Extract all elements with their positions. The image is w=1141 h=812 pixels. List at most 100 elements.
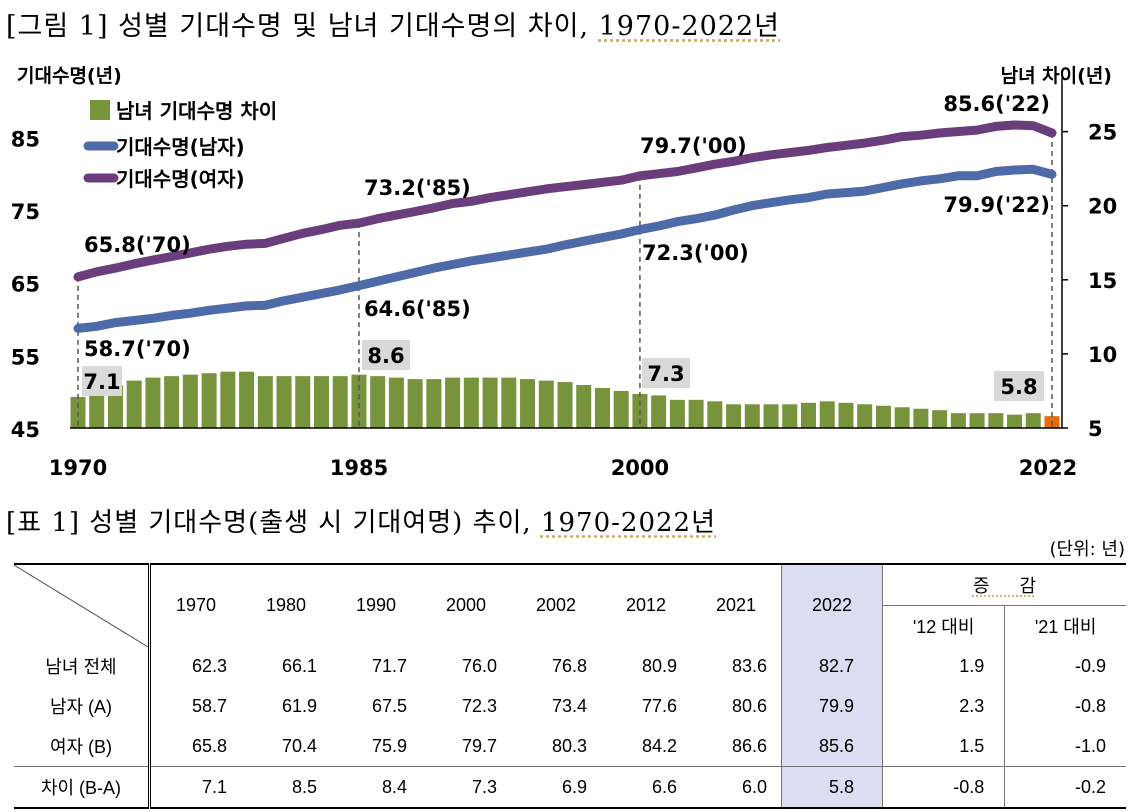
- table-row: 차이 (B-A) 7.1 8.5 8.4 7.3 6.9 6.6 6.0 5.8 -0.8 -0.2: [14, 766, 1126, 808]
- table-cell: 6.0: [691, 766, 782, 808]
- gap-label-1985-box: [362, 340, 410, 370]
- gap-bar: [913, 408, 929, 428]
- year-header: 1990: [355, 595, 397, 615]
- gap-bar: [388, 377, 404, 428]
- gap-bar: [576, 385, 592, 428]
- female-label-1985: 73.2('85): [364, 176, 471, 200]
- table-cell: 7.1: [149, 766, 241, 808]
- gap-bar: [594, 387, 610, 428]
- figure-title-years: 1970-2022년: [598, 11, 780, 42]
- male-label-1985: 64.6('85): [364, 297, 471, 321]
- figure-title: [그림 1] 성별 기대수명 및 남녀 기대수명의 차이, 1970-2022년: [6, 4, 780, 43]
- male-label-2000: 72.3('00): [642, 241, 749, 265]
- row-label: 차이 (B-A): [14, 766, 151, 808]
- change-cell: 2.3: [882, 686, 1006, 726]
- table-row: 남자 (A) 58.7 61.9 67.5 72.3 73.4 77.6 80.6 79.9 2.…: [14, 686, 1126, 726]
- gap-bar: [145, 377, 161, 428]
- gap-bar: [520, 379, 536, 428]
- gap-bar: [538, 380, 554, 428]
- gap-bar: [501, 377, 517, 428]
- gap-bar: [314, 376, 329, 428]
- table-cell: 58.7: [191, 695, 227, 716]
- gap-bar: [894, 407, 910, 428]
- table-row: 남녀 전체 62.3 66.1 71.7 76.0 76.8 80.9 83.6 82.7 1.9…: [14, 646, 1126, 686]
- gap-bar: [613, 390, 629, 428]
- table-cell: 8.4: [331, 766, 421, 808]
- gap-bar: [932, 410, 948, 428]
- y2-tick-label: 5: [1088, 417, 1103, 441]
- table-cell: 79.7: [461, 735, 497, 756]
- table-cell: 5.8: [781, 766, 883, 808]
- figure-title-text: [그림 1] 성별 기대수명 및 남녀 기대수명의 차이,: [6, 11, 599, 42]
- y-tick-label: 65: [11, 273, 40, 297]
- gap-bar: [1007, 414, 1023, 428]
- year-header: 2012: [625, 595, 667, 615]
- legend-swatch-gap: [90, 100, 110, 120]
- female-label-2022: 85.6('22): [943, 92, 1050, 116]
- life-expectancy-chart: 45 55 65 75 85 5 10 15 20 25 1970 1985 2000 2022 기대수명(…: [11, 65, 1117, 480]
- gap-bar: [351, 374, 367, 428]
- table-cell: 84.2: [641, 735, 677, 756]
- gap-bar: [651, 395, 667, 428]
- x-tick-label: 1985: [330, 456, 388, 480]
- year-header: 2021: [715, 595, 757, 615]
- gap-bar: [557, 382, 573, 428]
- table-cell: 80.6: [731, 695, 767, 716]
- year-header: 1970: [175, 595, 217, 615]
- table-cell: 76.8: [551, 655, 587, 676]
- table-title-text: [표 1] 성별 기대수명(출생 시 기대여명) 추이,: [6, 508, 541, 538]
- gap-bar: [669, 399, 685, 428]
- gap-bar: [838, 402, 854, 428]
- gap-label-1970: 7.1: [83, 370, 120, 394]
- gap-bar: [164, 376, 180, 428]
- male-label-1970: 58.7('70): [84, 337, 191, 361]
- gap-bar: [801, 402, 816, 428]
- y-axis-title: 기대수명(년): [17, 65, 122, 87]
- year-header-highlight: 2022: [781, 564, 883, 646]
- gap-bar: [257, 376, 273, 428]
- table-cell: 66.1: [281, 655, 317, 676]
- change-cell: -0.8: [1074, 695, 1106, 716]
- table-unit: (단위: 년): [1049, 539, 1125, 560]
- gap-bar: [426, 379, 442, 428]
- change-cell: 1.9: [882, 646, 1006, 686]
- row-label: 남녀 전체: [14, 646, 151, 686]
- table-cell: 82.7: [781, 646, 883, 686]
- change-header-text: 증 감: [972, 576, 1037, 596]
- table-cell: 86.6: [731, 735, 767, 756]
- gap-bar: [89, 386, 105, 428]
- male-label-2022: 79.9('22): [943, 193, 1050, 217]
- table-row: 여자 (B) 65.8 70.4 75.9 79.7 80.3 84.2 86.6 85.6 1.…: [14, 726, 1126, 767]
- corner-cell: [14, 564, 151, 647]
- table-cell: 77.6: [641, 695, 677, 716]
- gap-bar: [707, 401, 723, 428]
- table-cell: 80.9: [641, 655, 677, 676]
- year-header: 2000: [445, 595, 487, 615]
- reference-lines: [77, 132, 1053, 428]
- gap-bar: [295, 376, 311, 428]
- gap-bar: [482, 377, 498, 428]
- table-cell: 65.8: [191, 735, 227, 756]
- year-header: 2002: [535, 595, 577, 615]
- annotations: 65.8('70) 73.2('85) 79.7('00) 85.6('22) 58.7…: [82, 92, 1050, 401]
- gap-bar: [332, 376, 348, 428]
- change-header: 증 감: [883, 564, 1127, 606]
- change-cell: -0.8: [882, 766, 1006, 808]
- gap-bar: [276, 376, 292, 428]
- table-cell: 83.6: [731, 655, 767, 676]
- gap-label-2022: 5.8: [1000, 375, 1037, 399]
- gap-label-1985: 8.6: [367, 344, 404, 368]
- gap-bar: [819, 401, 835, 428]
- table-cell: 80.3: [551, 735, 587, 756]
- change-cell: -0.9: [1074, 655, 1106, 676]
- y-tick-label: 55: [11, 345, 40, 369]
- year-header: 1980: [265, 595, 307, 615]
- gap-bars: [70, 371, 1060, 428]
- table-cell: 6.6: [601, 766, 691, 808]
- female-label-2000: 79.7('00): [640, 134, 747, 158]
- change-col-21: '21 대비: [1004, 605, 1126, 646]
- gap-label-2000: 7.3: [647, 362, 684, 386]
- y-tick-label: 85: [11, 127, 40, 151]
- x-tick-label: 2000: [611, 456, 669, 480]
